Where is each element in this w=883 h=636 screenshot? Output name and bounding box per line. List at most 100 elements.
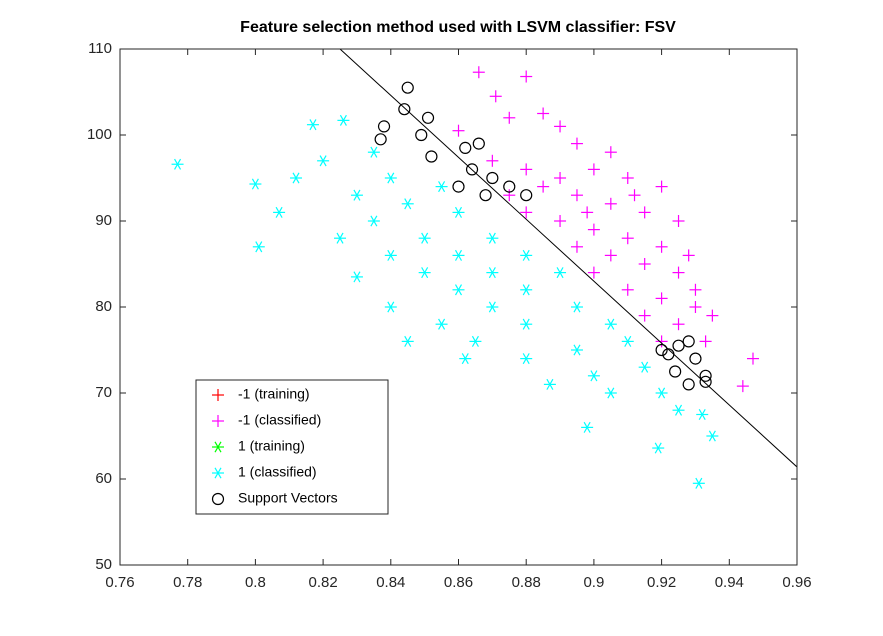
point <box>350 189 363 201</box>
point <box>486 267 499 279</box>
point <box>638 309 651 322</box>
marker-stroke <box>522 249 530 261</box>
point <box>452 284 465 296</box>
point <box>503 111 516 124</box>
point <box>520 189 533 202</box>
y-tick-label: 110 <box>88 40 112 57</box>
point <box>486 232 499 244</box>
point <box>252 241 265 253</box>
point <box>652 442 665 454</box>
point <box>520 249 533 261</box>
marker-stroke <box>486 171 499 185</box>
point <box>452 180 465 193</box>
point <box>459 353 472 365</box>
marker-stroke <box>211 492 225 506</box>
point <box>672 318 685 331</box>
x-tick-label: 0.94 <box>715 574 744 591</box>
point <box>682 249 695 262</box>
point <box>486 301 499 313</box>
marker-stroke <box>682 335 695 348</box>
point <box>604 146 617 159</box>
point <box>384 172 397 184</box>
marker-stroke <box>387 301 395 313</box>
marker-stroke <box>522 284 530 296</box>
point <box>570 189 583 202</box>
plot-area <box>171 49 797 489</box>
point <box>689 352 702 365</box>
legend-marker <box>212 389 224 401</box>
marker-stroke <box>583 421 591 433</box>
marker-stroke <box>556 267 564 279</box>
point <box>581 421 594 433</box>
marker-stroke <box>421 267 429 279</box>
marker-stroke <box>438 181 446 193</box>
marker-stroke <box>387 172 395 184</box>
point <box>171 158 184 170</box>
marker-stroke <box>479 189 492 202</box>
point <box>672 266 685 279</box>
x-tick-label: 0.78 <box>173 574 202 591</box>
point <box>570 301 583 313</box>
marker-stroke <box>336 232 344 244</box>
point <box>570 137 583 150</box>
point <box>401 198 414 210</box>
point <box>520 163 533 176</box>
marker-stroke <box>370 215 378 227</box>
point <box>384 249 397 261</box>
point <box>587 370 600 382</box>
point <box>655 240 668 253</box>
marker-stroke <box>421 111 435 124</box>
marker-stroke <box>472 137 485 150</box>
marker-stroke <box>465 163 479 176</box>
marker-stroke <box>682 378 695 391</box>
legend-label: 1 (classified) <box>238 464 317 480</box>
marker-stroke <box>353 271 361 283</box>
point <box>570 344 583 356</box>
point <box>604 197 617 210</box>
point <box>696 408 709 421</box>
legend-box <box>195 379 389 515</box>
y-tick-label: 60 <box>95 470 112 487</box>
legend-label: -1 (classified) <box>238 412 321 428</box>
point <box>638 258 651 270</box>
point <box>689 283 702 296</box>
point <box>520 318 533 330</box>
point <box>537 107 550 120</box>
point <box>384 301 397 313</box>
point <box>290 172 303 184</box>
point <box>452 249 465 261</box>
point <box>554 267 567 279</box>
point <box>350 271 363 283</box>
marker-stroke <box>607 387 615 399</box>
point <box>469 335 482 347</box>
point <box>249 178 262 190</box>
point <box>479 189 492 202</box>
y-tick-label: 80 <box>95 298 112 315</box>
point <box>554 120 567 133</box>
marker-stroke <box>174 158 182 170</box>
marker-stroke <box>459 141 472 154</box>
chart-title: Feature selection method used with LSVM … <box>240 19 676 36</box>
point <box>655 343 668 357</box>
x-tick-label: 0.82 <box>308 574 337 591</box>
y-tick-label: 90 <box>95 212 112 229</box>
marker-stroke <box>214 441 222 453</box>
point <box>706 430 719 442</box>
point <box>699 335 712 348</box>
legend-marker <box>212 441 224 453</box>
point <box>543 378 556 390</box>
marker-stroke <box>658 387 666 399</box>
marker-stroke <box>370 146 378 158</box>
point <box>452 206 465 218</box>
marker-stroke <box>675 404 683 416</box>
point <box>655 292 668 305</box>
point <box>367 215 380 227</box>
marker-stroke <box>654 442 662 454</box>
marker-stroke <box>415 128 428 142</box>
marker-stroke <box>590 370 598 382</box>
point <box>503 180 516 193</box>
point <box>334 232 347 244</box>
marker-stroke <box>292 172 300 184</box>
marker-stroke <box>255 241 263 253</box>
